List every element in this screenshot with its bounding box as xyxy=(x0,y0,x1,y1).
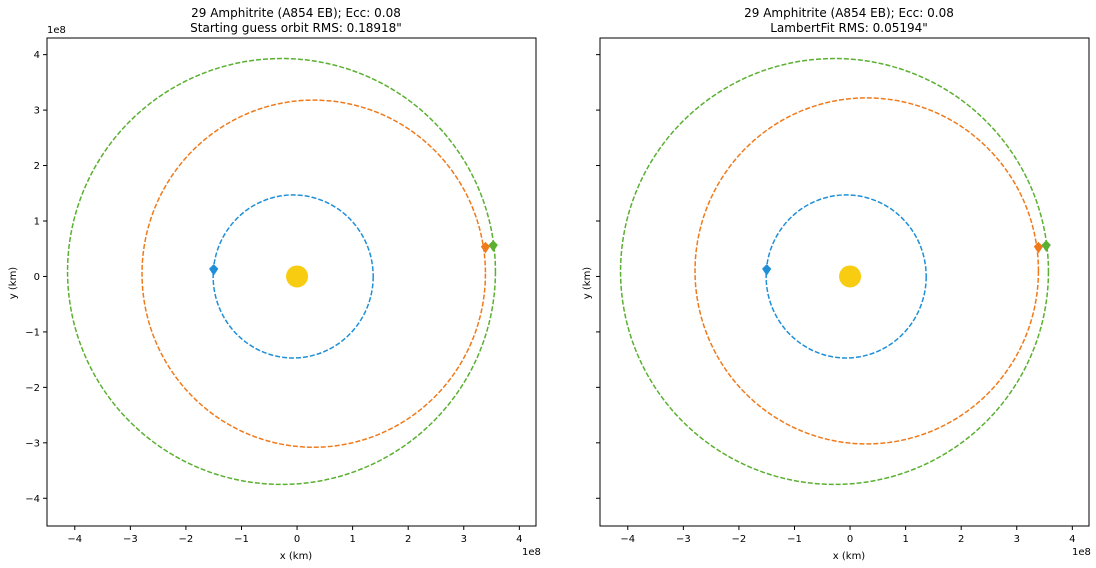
left-xtick-label: 4 xyxy=(516,534,522,545)
right-chart-ylabel: y (km) xyxy=(582,267,593,300)
right-chart-title-line1: 29 Amphitrite (A854 EB); Ecc: 0.08 xyxy=(744,6,954,20)
left-xtick-label: 1 xyxy=(349,534,355,545)
left-xtick-label: 0 xyxy=(294,534,300,545)
left-ytick-label: 1 xyxy=(34,217,40,228)
right-body-marker-0 xyxy=(762,264,772,276)
left-ytick-label: 0 xyxy=(34,272,40,283)
left-body-marker-1 xyxy=(480,241,491,254)
right-xtick-label: 4 xyxy=(1069,534,1075,545)
right-axes-frame xyxy=(599,37,1090,527)
right-sun-marker xyxy=(839,265,862,288)
right-xtick-label: −2 xyxy=(732,534,747,545)
right-chart: 29 Amphitrite (A854 EB); Ecc: 0.08 Lambe… xyxy=(582,6,1091,562)
right-xtick-label: 2 xyxy=(958,534,964,545)
left-chart-title-line1: 29 Amphitrite (A854 EB); Ecc: 0.08 xyxy=(191,6,401,20)
left-xtick-label: 3 xyxy=(461,534,467,545)
left-chart-y-offset-text: 1e8 xyxy=(47,25,66,36)
left-ytick-label: −1 xyxy=(25,327,40,338)
left-chart: 29 Amphitrite (A854 EB); Ecc: 0.08 Start… xyxy=(8,6,541,562)
left-chart-title-line2: Starting guess orbit RMS: 0.18918" xyxy=(190,21,402,35)
left-xtick-label: −2 xyxy=(179,534,194,545)
left-ytick-label: −3 xyxy=(25,438,40,449)
left-orbit-1 xyxy=(141,99,487,449)
right-chart-x-offset-text: 1e8 xyxy=(1072,547,1091,558)
left-xtick-label: 2 xyxy=(405,534,411,545)
right-plot-area: −4 −3 −2 −1 0 1 2 3 4 xyxy=(596,37,1090,545)
right-xtick-label: −1 xyxy=(787,534,802,545)
left-chart-x-offset-text: 1e8 xyxy=(522,547,541,558)
left-plot-area: −4 −3 −2 −1 0 1 2 3 4 −4 −3 −2 −1 0 1 2 3 4 xyxy=(25,37,537,545)
right-orbit-0 xyxy=(765,194,927,359)
left-orbit-2 xyxy=(66,57,497,486)
left-orbit-0 xyxy=(212,194,374,359)
right-xtick-label: −4 xyxy=(620,534,635,545)
left-body-marker-2 xyxy=(488,240,498,252)
left-ytick-label: −4 xyxy=(25,494,40,505)
right-chart-xlabel: x (km) xyxy=(833,551,866,562)
left-ytick-label: 2 xyxy=(34,161,40,172)
left-ytick-label: 3 xyxy=(34,106,40,117)
right-xtick-label: 3 xyxy=(1014,534,1020,545)
right-chart-title-line2: LambertFit RMS: 0.05194" xyxy=(770,21,928,35)
right-xtick-label: 1 xyxy=(902,534,908,545)
left-xtick-label: −1 xyxy=(234,534,249,545)
right-xtick-label: −3 xyxy=(676,534,691,545)
right-orbit-2 xyxy=(619,57,1050,486)
left-xtick-label: −3 xyxy=(123,534,138,545)
right-orbit-1 xyxy=(694,97,1040,445)
right-body-marker-1 xyxy=(1033,241,1044,254)
left-ytick-label: −2 xyxy=(25,383,40,394)
right-body-marker-2 xyxy=(1041,240,1051,252)
left-xtick-label: −4 xyxy=(67,534,82,545)
left-sun-marker xyxy=(286,265,309,288)
left-ytick-label: 4 xyxy=(34,50,40,61)
left-axes-frame xyxy=(46,37,537,527)
left-chart-ylabel: y (km) xyxy=(8,267,19,300)
left-chart-xlabel: x (km) xyxy=(280,551,313,562)
left-body-marker-0 xyxy=(209,264,219,276)
right-xtick-label: 0 xyxy=(847,534,853,545)
